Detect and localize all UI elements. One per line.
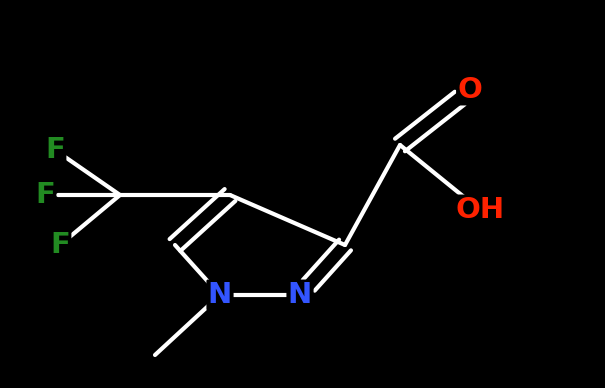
Text: N: N: [288, 281, 312, 309]
Text: F: F: [45, 136, 65, 164]
Text: OH: OH: [456, 196, 505, 224]
Text: F: F: [50, 231, 70, 259]
Text: O: O: [457, 76, 482, 104]
Text: N: N: [208, 281, 232, 309]
Text: F: F: [35, 181, 55, 209]
